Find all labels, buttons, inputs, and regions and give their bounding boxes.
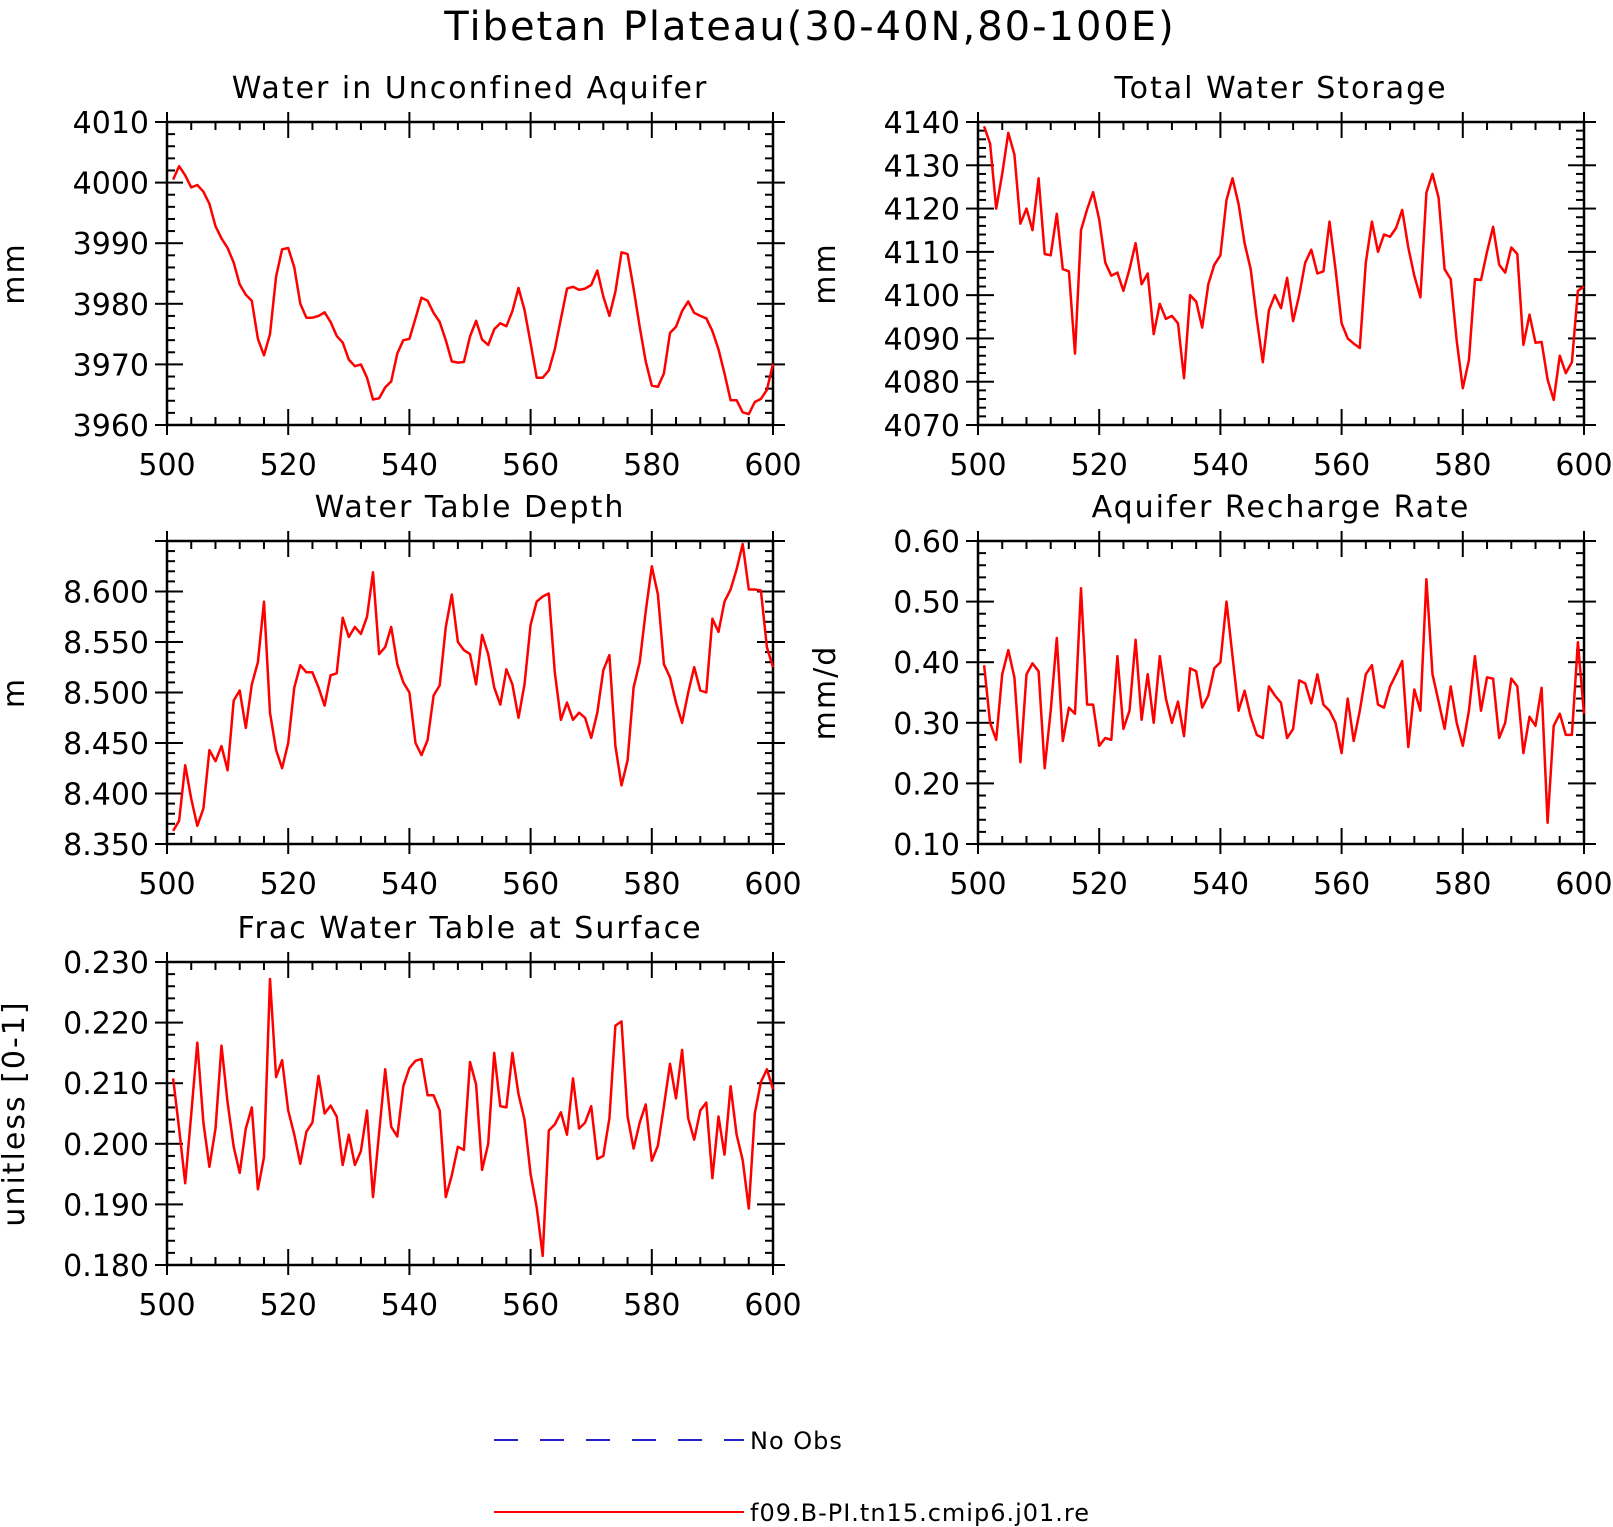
x-tick-label: 520 xyxy=(260,867,317,902)
plot-frame xyxy=(976,120,1586,427)
x-tick-label: 600 xyxy=(1555,448,1612,483)
x-tick-label: 540 xyxy=(381,448,438,483)
x-tick-label: 580 xyxy=(623,867,680,902)
y-tick-label: 8.600 xyxy=(63,576,149,611)
x-tick-label: 520 xyxy=(1071,867,1128,902)
x-tick-label: 580 xyxy=(623,1288,680,1323)
y-tick-label: 3990 xyxy=(73,227,149,262)
plot-frame xyxy=(165,120,775,427)
panel-total-water-storage: Total Water Storage mm 500 520 540 560 580 600 4… xyxy=(808,71,1613,483)
y-tick-label: 4090 xyxy=(884,322,960,357)
series-line-water-table-depth xyxy=(172,542,775,832)
x-tick-label: 520 xyxy=(260,448,317,483)
panel-title: Water in Unconfined Aquifer xyxy=(232,71,709,106)
y-tick-label: 0.180 xyxy=(63,1249,149,1284)
y-tick-label: 8.500 xyxy=(63,677,149,712)
y-tick-label: 8.400 xyxy=(63,778,149,813)
panel-title: Water Table Depth xyxy=(315,490,626,525)
plot-frame xyxy=(165,960,775,1267)
x-tick-label: 580 xyxy=(1434,867,1491,902)
y-tick-label: 4130 xyxy=(884,149,960,184)
y-tick-label: 4080 xyxy=(884,366,960,401)
plot-frame xyxy=(165,539,775,846)
y-axis-label: m xyxy=(0,677,32,708)
y-axis-label: unitless [0-1] xyxy=(0,1000,32,1226)
x-tick-label: 520 xyxy=(260,1288,317,1323)
panel-title: Total Water Storage xyxy=(1113,71,1447,106)
y-tick-label: 0.50 xyxy=(893,586,960,621)
panel-title: Frac Water Table at Surface xyxy=(237,911,702,946)
figure-title: Tibetan Plateau(30-40N,80-100E) xyxy=(443,4,1176,50)
series-line-frac-water-table-at-surface xyxy=(171,977,775,1258)
legend-label-model: f09.B-PI.tn15.cmip6.j01.re xyxy=(750,1499,1090,1527)
x-tick-label: 540 xyxy=(1192,448,1249,483)
x-tick-label: 500 xyxy=(138,1288,195,1323)
x-tick-label: 540 xyxy=(381,867,438,902)
panel-frac-water-table-at-surface: Frac Water Table at Surface unitless [0-1… xyxy=(0,911,802,1323)
x-tick-label: 500 xyxy=(138,448,195,483)
y-tick-label: 4120 xyxy=(884,193,960,228)
plot-frame xyxy=(976,539,1586,846)
y-tick-label: 4110 xyxy=(884,236,960,271)
x-tick-label: 600 xyxy=(744,867,801,902)
legend-label-no-obs: No Obs xyxy=(750,1427,843,1455)
x-tick-label: 520 xyxy=(1071,448,1128,483)
y-tick-label: 8.450 xyxy=(63,727,149,762)
x-tick-label: 580 xyxy=(623,448,680,483)
y-tick-label: 0.220 xyxy=(63,1007,149,1042)
y-tick-label: 3970 xyxy=(73,348,149,383)
y-tick-label: 8.550 xyxy=(63,626,149,661)
panel-water-table-depth: Water Table Depth m 500 520 540 560 580 600 8.35… xyxy=(0,490,802,902)
x-tick-label: 540 xyxy=(381,1288,438,1323)
y-tick-label: 4100 xyxy=(884,279,960,314)
x-tick-label: 560 xyxy=(502,867,559,902)
x-tick-label: 600 xyxy=(1555,867,1612,902)
y-tick-label: 0.20 xyxy=(893,767,960,802)
y-tick-label: 4070 xyxy=(884,409,960,444)
y-tick-label: 0.40 xyxy=(893,646,960,681)
y-tick-label: 0.60 xyxy=(893,525,960,560)
panel-water-in-unconfined-aquifer: Water in Unconfined Aquifer mm 500 520 540 56… xyxy=(0,71,802,483)
x-tick-label: 500 xyxy=(949,867,1006,902)
x-tick-label: 560 xyxy=(1313,448,1370,483)
x-tick-label: 560 xyxy=(502,1288,559,1323)
y-tick-label: 3960 xyxy=(73,409,149,444)
y-tick-label: 0.230 xyxy=(63,946,149,981)
x-tick-label: 600 xyxy=(744,448,801,483)
y-axis-label: mm xyxy=(0,242,32,304)
x-tick-label: 600 xyxy=(744,1288,801,1323)
legend: No Obs f09.B-PI.tn15.cmip6.j01.re xyxy=(494,1427,1090,1527)
x-tick-label: 560 xyxy=(502,448,559,483)
y-tick-label: 0.200 xyxy=(63,1128,149,1163)
series-line-water-in-unconfined-aquifer xyxy=(171,164,775,416)
y-tick-label: 0.10 xyxy=(893,828,960,863)
y-tick-label: 0.30 xyxy=(893,707,960,742)
y-tick-label: 4010 xyxy=(73,106,149,141)
x-tick-label: 540 xyxy=(1192,867,1249,902)
series-line-aquifer-recharge-rate xyxy=(982,577,1586,825)
y-axis-label: mm/d xyxy=(808,645,843,741)
panel-aquifer-recharge-rate: Aquifer Recharge Rate mm/d 500 520 540 560 580… xyxy=(808,490,1613,902)
x-tick-label: 500 xyxy=(138,867,195,902)
series-line-total-water-storage xyxy=(982,125,1585,402)
panel-title: Aquifer Recharge Rate xyxy=(1092,490,1471,525)
x-tick-label: 580 xyxy=(1434,448,1491,483)
y-tick-label: 0.210 xyxy=(63,1067,149,1102)
y-axis-label: mm xyxy=(808,242,843,304)
y-tick-label: 0.190 xyxy=(63,1188,149,1223)
x-tick-label: 560 xyxy=(1313,867,1370,902)
y-tick-label: 4000 xyxy=(73,167,149,202)
x-tick-label: 500 xyxy=(949,448,1006,483)
y-tick-label: 8.350 xyxy=(63,828,149,863)
y-tick-label: 4140 xyxy=(884,106,960,141)
y-tick-label: 3980 xyxy=(73,288,149,323)
